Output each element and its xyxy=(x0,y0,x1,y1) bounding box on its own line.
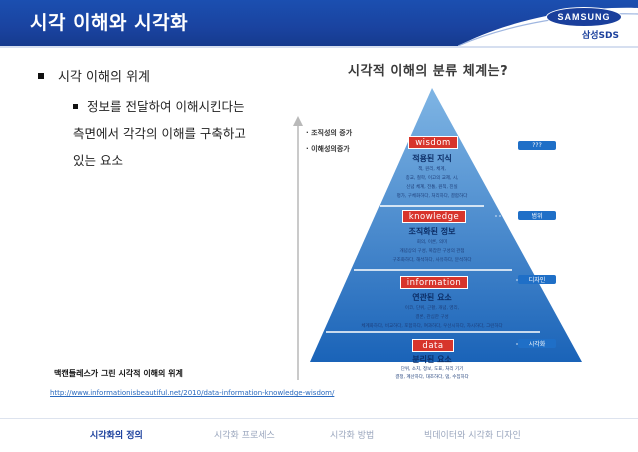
layer-detail-line: 책, 원리, 체계, xyxy=(418,167,446,172)
layer-detail-line: 평가, 구체화하다, 처리하다, 결합하다 xyxy=(396,194,468,199)
layer-detail-line: 종교, 철학, 이고의 교제, 시, xyxy=(405,176,459,181)
legend-understanding-increase: · 이해성의증가 xyxy=(306,145,350,153)
layer-detail-line: 신념 체계, 전통, 원칙, 진실 xyxy=(406,185,458,190)
square-bullet-icon xyxy=(73,104,78,109)
header-divider xyxy=(0,46,638,48)
footer-nav-visualization-process[interactable]: 시각화 프로세스 xyxy=(214,431,275,441)
footer-nav-visualization-methods[interactable]: 시각화 방법 xyxy=(330,431,375,441)
layer-tag-data: data xyxy=(412,339,454,352)
bullet-level-2-line: 측면에서 각각의 이해를 구축하고 xyxy=(73,126,246,141)
footer-navigation: 시각화의 정의 시각화 프로세스 시각화 방법 빅데이터와 시각화 디자인 xyxy=(0,418,638,449)
layer-pill-knowledge: 범위 xyxy=(518,211,556,220)
layer-pill-data: 시각화 xyxy=(518,339,556,348)
layer-heading: 분리된 요소 xyxy=(412,355,452,364)
layer-detail-line: 체계화하다, 비교하다, 포함하다, 여과하다, 우선시하다, 자시하다, 그런… xyxy=(361,324,503,329)
layer-detail-line: 이코, 단위, 근황, 개념, 영리, xyxy=(404,306,460,311)
legend-organization-increase: · 조직성의 증가 xyxy=(306,129,353,137)
footer-nav-visualization-definition[interactable]: 시각화의 정의 xyxy=(90,431,143,441)
footer-nav-bigdata-design[interactable]: 빅데이터와 시각화 디자인 xyxy=(424,431,521,441)
layer-detail-line: 단위, 소치, 정보, 도표, 처리 기기 xyxy=(400,367,464,372)
layer-heading: 적용된 지식 xyxy=(412,154,452,163)
layer-detail-line: 구조화하다, 해석하다, 사유하다, 분석하다 xyxy=(392,258,472,263)
layer-detail-line: 결론, 관심한 구성 xyxy=(415,315,449,320)
bullet-level-2-line: 있는 요소 xyxy=(73,153,123,168)
bullet-level-1-text: 시각 이해의 위계 xyxy=(58,70,150,85)
layer-detail-line: 개념상의 구성, 복잡한 구성의 관점 xyxy=(399,249,465,254)
layer-detail-line: 결정, 계산하다, 대조하다, 댐, 수집하다 xyxy=(395,375,469,380)
square-bullet-icon xyxy=(38,72,44,79)
logo-wordmark: SAMSUNG xyxy=(557,12,611,22)
layer-tag-information: information xyxy=(400,276,468,289)
logo-subtext: 삼성SDS xyxy=(579,28,622,41)
layer-pill-wisdom: ??? xyxy=(518,141,556,150)
layer-heading: 연관된 요소 xyxy=(412,293,452,302)
slide-header: 시각 이해와 시각화 SAMSUNG 삼성SDS xyxy=(0,0,638,46)
bullet-level-1: 시각 이해의 위계 xyxy=(38,66,150,85)
layer-detail-line: 회의, 이론, 의미 xyxy=(416,240,448,245)
bullet-level-2-line: 정보를 전달하여 이해시킨다는 xyxy=(87,99,245,114)
layer-tag-wisdom: wisdom xyxy=(408,136,458,149)
bullet-level-2: 정보를 전달하여 이해시킨다는 측면에서 각각의 이해를 구축하고 있는 요소 xyxy=(73,93,283,174)
layer-heading: 조직화된 정보 xyxy=(408,227,456,236)
figure-source-link[interactable]: http://www.informationisbeautiful.net/20… xyxy=(50,389,335,397)
layer-tag-knowledge: knowledge xyxy=(402,210,466,223)
samsung-sds-logo: SAMSUNG 삼성SDS xyxy=(542,5,624,41)
figure-title: 시각적 이해의 분류 체계는? xyxy=(348,64,509,79)
figure-source-caption: 맥캔들레스가 그린 시각적 이해의 위계 xyxy=(54,369,183,378)
layer-pill-information: 디자인 xyxy=(518,275,556,284)
slide-title: 시각 이해와 시각화 xyxy=(30,12,189,34)
dikw-pyramid-figure: 시각적 이해의 분류 체계는? · 조직성의 증가 · 이해성의증가 wisdo… xyxy=(290,50,630,380)
